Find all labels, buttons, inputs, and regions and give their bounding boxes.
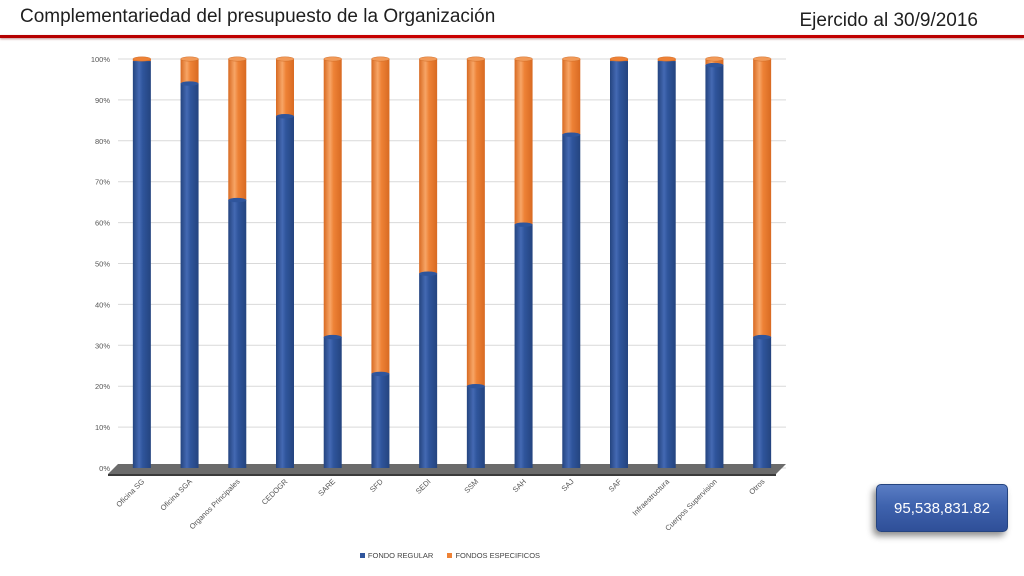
y-tick-label: 30% bbox=[95, 341, 110, 350]
y-tick-label: 70% bbox=[95, 178, 110, 187]
x-category-label: Oficina SG bbox=[114, 477, 146, 509]
bar-fondo-regular bbox=[132, 61, 151, 469]
bar-fondos-especificos bbox=[753, 59, 772, 338]
bar-top-cap bbox=[371, 56, 390, 62]
bar-segment-boundary bbox=[180, 81, 199, 86]
bar-top-cap bbox=[180, 56, 199, 62]
x-category-label: SARE bbox=[316, 477, 337, 498]
bar-top-cap bbox=[657, 56, 676, 62]
x-category-label: SEDI bbox=[414, 477, 433, 496]
x-category-label: Cuerpos Supervision bbox=[663, 477, 719, 533]
bar-fondo-regular bbox=[657, 61, 676, 469]
x-category-label: SAF bbox=[607, 477, 624, 494]
y-tick-label: 60% bbox=[95, 219, 110, 228]
bar-fondo-regular bbox=[514, 224, 533, 468]
bar-top-cap bbox=[752, 56, 772, 62]
chart-floor-edge bbox=[108, 474, 776, 476]
bar-top-cap bbox=[466, 56, 486, 62]
bar-fondos-especificos bbox=[276, 59, 294, 117]
y-tick-label: 10% bbox=[95, 423, 110, 432]
y-tick-label: 100% bbox=[91, 55, 111, 64]
bar-segment-boundary bbox=[705, 62, 724, 68]
legend-item-regular: FONDO REGULAR bbox=[359, 551, 434, 560]
bar-fondo-regular bbox=[419, 273, 438, 468]
y-tick-label: 40% bbox=[95, 300, 110, 309]
bar-fondos-especificos bbox=[514, 59, 533, 225]
bar-fondo-regular bbox=[276, 116, 294, 468]
bar-fondo-regular bbox=[371, 373, 390, 468]
bar-segment-boundary bbox=[419, 271, 438, 276]
bar-fondo-regular bbox=[705, 65, 724, 468]
bar-segment-boundary bbox=[466, 384, 485, 389]
bar-segment-boundary bbox=[276, 114, 294, 119]
bar-fondos-especificos bbox=[323, 59, 342, 338]
y-tick-label: 90% bbox=[95, 96, 110, 105]
bar-fondos-especificos bbox=[705, 59, 724, 66]
bar-top-cap bbox=[514, 56, 533, 62]
x-category-label: SSM bbox=[462, 477, 480, 495]
bar-fondo-regular bbox=[610, 61, 628, 469]
x-category-label: Organos Principales bbox=[188, 477, 242, 531]
bar-fondo-regular bbox=[466, 386, 485, 468]
x-category-label: SAJ bbox=[560, 477, 576, 493]
total-amount-value: 95,538,831.82 bbox=[894, 499, 990, 517]
chart-legend: FONDO REGULAR FONDOS ESPECIFICOS bbox=[0, 551, 900, 560]
x-category-label: CEDOGR bbox=[260, 477, 290, 507]
page-title: Complementariedad del presupuesto de la … bbox=[20, 6, 496, 27]
bar-top-cap bbox=[609, 56, 629, 62]
x-category-label: SAH bbox=[511, 477, 528, 494]
legend-label-especificos: FONDOS ESPECIFICOS bbox=[455, 551, 541, 560]
bar-fondo-regular bbox=[323, 337, 342, 468]
bar-fondo-regular bbox=[562, 134, 581, 469]
y-tick-label: 0% bbox=[99, 464, 110, 473]
x-category-label: SFD bbox=[368, 477, 385, 494]
bar-fondos-especificos bbox=[419, 59, 438, 274]
bar-segment-boundary bbox=[371, 371, 390, 377]
bar-segment-boundary bbox=[323, 334, 342, 340]
bar-segment-boundary bbox=[514, 222, 533, 227]
total-amount-box: 95,538,831.82 bbox=[876, 484, 1008, 532]
legend-swatch-regular bbox=[359, 553, 365, 558]
bar-fondo-regular bbox=[228, 200, 247, 469]
bar-fondo-regular bbox=[753, 337, 772, 468]
x-category-label: Infraestructura bbox=[631, 476, 672, 517]
bar-top-cap bbox=[562, 56, 581, 62]
bar-top-cap bbox=[705, 56, 724, 62]
y-tick-label: 50% bbox=[95, 260, 110, 269]
bar-segment-boundary bbox=[753, 334, 772, 340]
bar-top-cap bbox=[418, 56, 438, 62]
legend-item-especificos: FONDOS ESPECIFICOS bbox=[447, 551, 540, 560]
legend-swatch-especificos bbox=[447, 553, 453, 558]
y-tick-label: 80% bbox=[95, 137, 110, 146]
title-rule bbox=[0, 35, 1024, 38]
y-tick-label: 20% bbox=[95, 382, 110, 391]
bar-segment-boundary bbox=[562, 132, 581, 137]
bar-segment-boundary bbox=[228, 197, 247, 203]
bar-top-cap bbox=[323, 56, 342, 62]
legend-label-regular: FONDO REGULAR bbox=[367, 551, 434, 560]
x-category-label: Oficina SGA bbox=[158, 477, 194, 513]
bar-top-cap bbox=[275, 56, 295, 62]
bar-fondos-especificos bbox=[180, 59, 199, 84]
bar-fondos-especificos bbox=[371, 59, 390, 374]
bar-top-cap bbox=[132, 56, 152, 62]
bar-top-cap bbox=[228, 56, 247, 62]
chart-floor bbox=[108, 464, 786, 474]
bar-fondos-especificos bbox=[228, 59, 247, 201]
bar-fondo-regular bbox=[180, 83, 199, 468]
period-label: Ejercido al 30/9/2016 bbox=[799, 10, 978, 31]
x-category-label: Otros bbox=[747, 477, 767, 497]
bar-fondos-especificos bbox=[466, 59, 485, 387]
bar-fondos-especificos bbox=[562, 59, 581, 135]
